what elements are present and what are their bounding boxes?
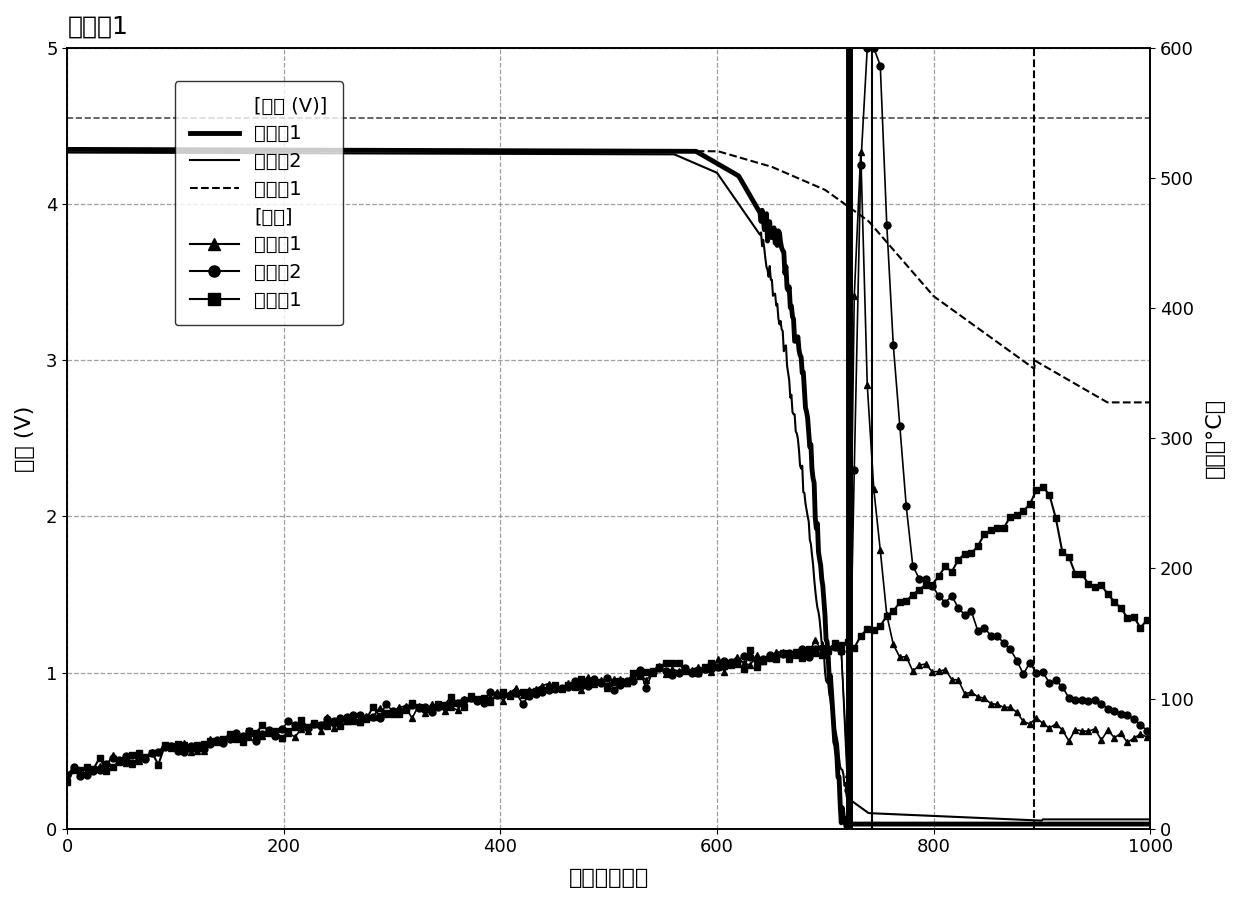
X-axis label: 时间（分钟）: 时间（分钟） xyxy=(569,868,649,888)
Legend: [电压 (V)], 比较例1, 比较例2, 实施例1, [温度], 比较例1, 比较例2, 实施例1: [电压 (V)], 比较例1, 比较例2, 实施例1, [温度], 比较例1, … xyxy=(175,81,343,325)
Text: 比较例1: 比较例1 xyxy=(67,15,128,39)
Y-axis label: 电压 (V): 电压 (V) xyxy=(15,405,35,472)
Y-axis label: 温度（°C）: 温度（°C） xyxy=(1205,398,1225,478)
